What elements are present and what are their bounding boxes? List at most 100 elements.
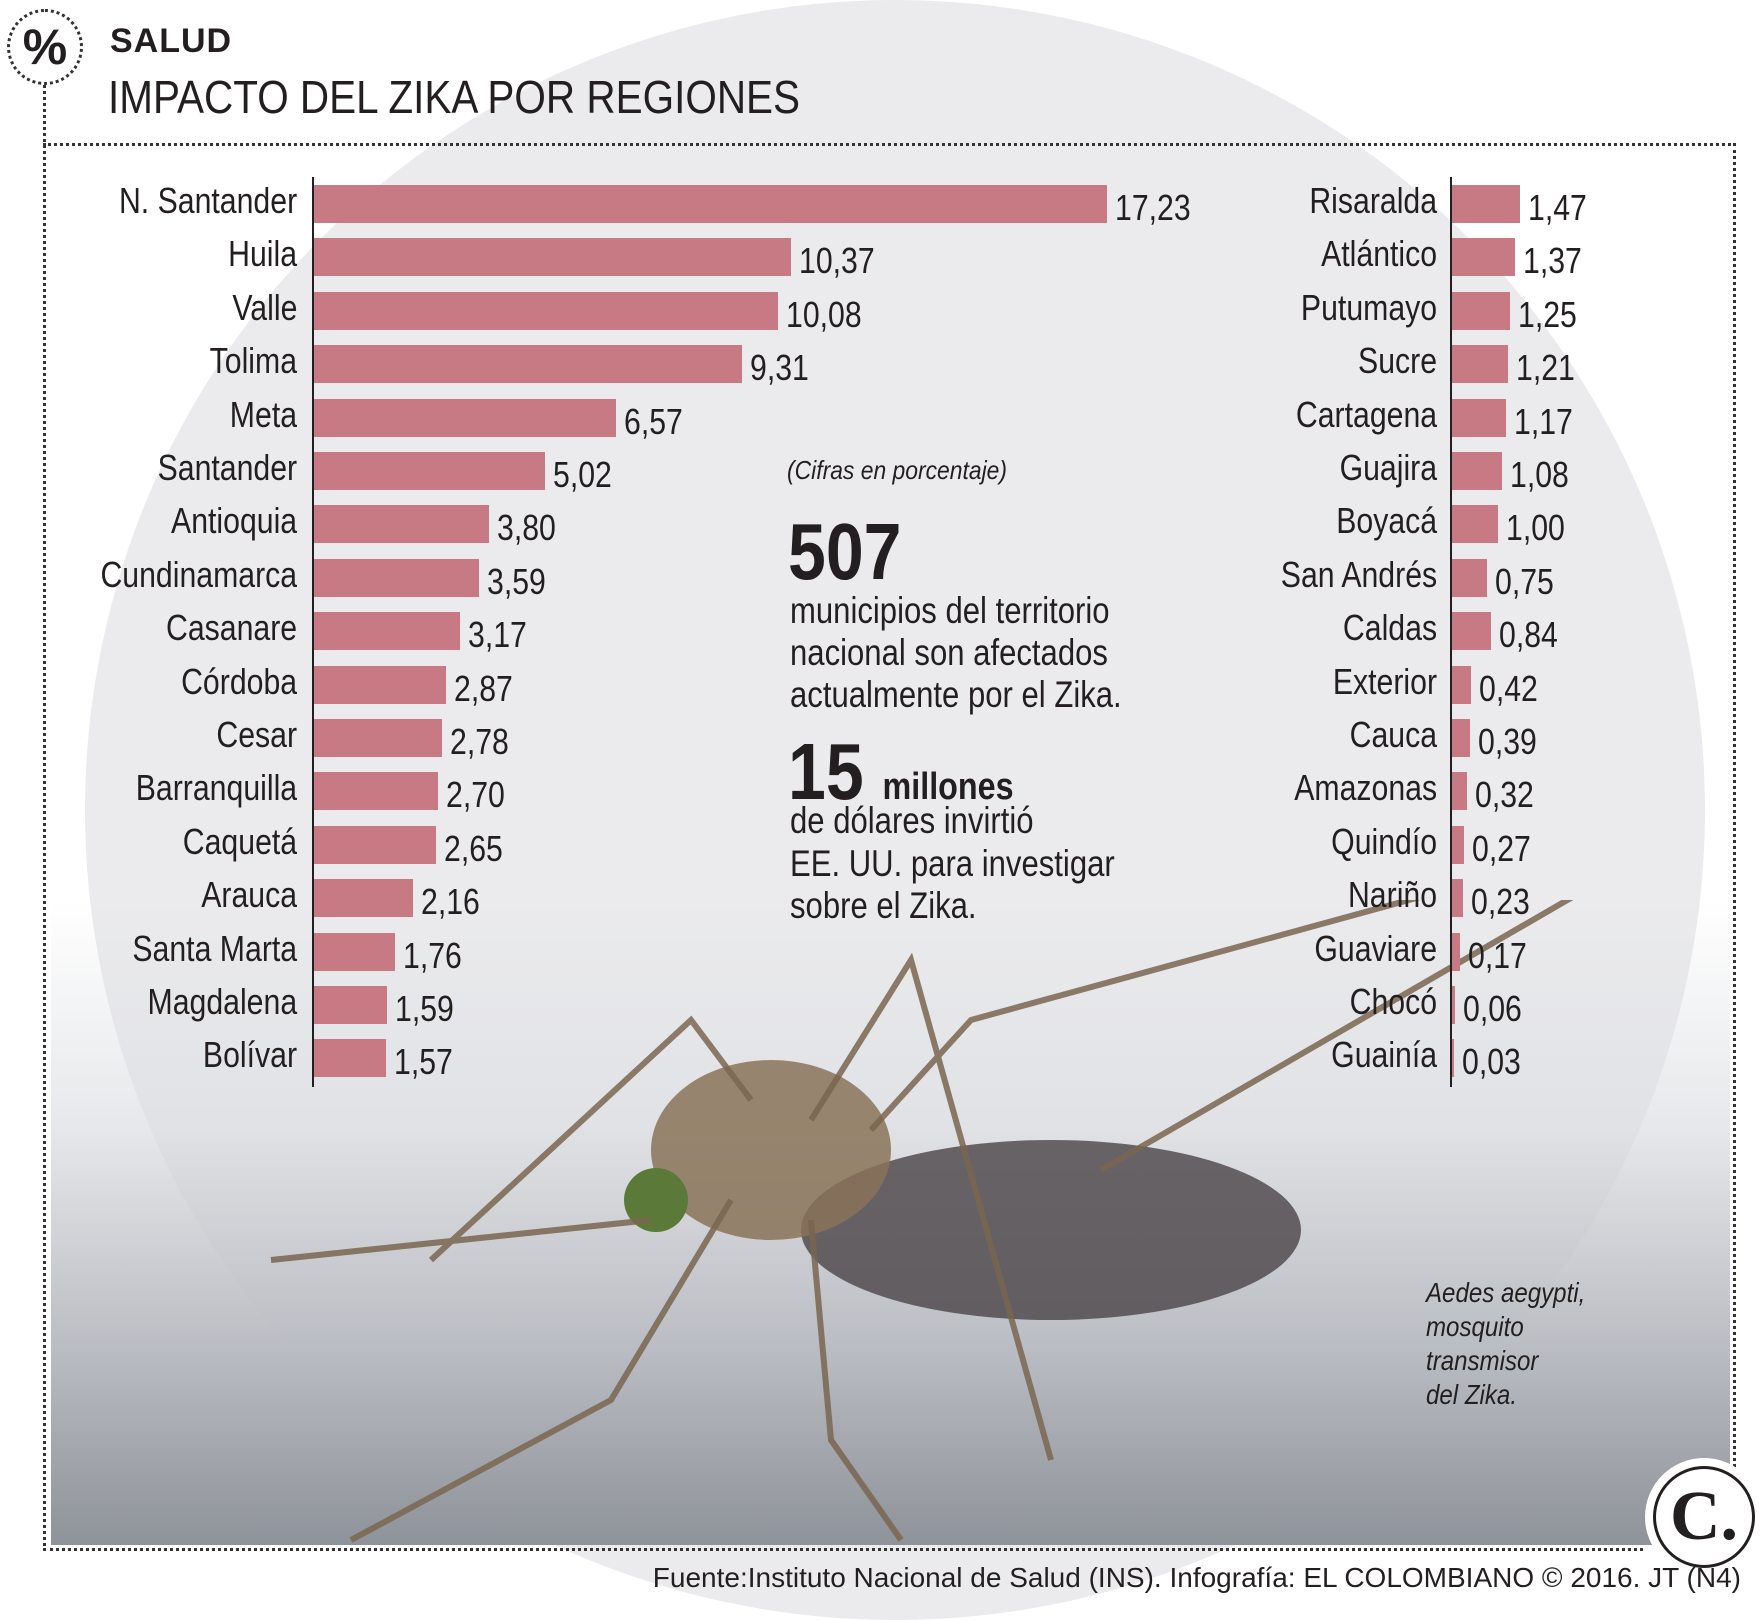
bar: [314, 825, 436, 864]
bar: [1452, 505, 1498, 544]
data-label: 0,03: [1462, 1041, 1521, 1083]
data-label: 1,57: [394, 1041, 454, 1083]
category-label: Nariño: [1347, 874, 1437, 916]
category-label: Cauca: [1349, 714, 1437, 755]
category-label: Amazonas: [1294, 767, 1437, 809]
data-label: 0,17: [1467, 934, 1527, 976]
category-label: Córdoba: [181, 660, 297, 702]
category-label: Guainía: [1331, 1034, 1437, 1076]
stat-investment-text: sobre el Zika.: [790, 885, 977, 926]
bar: [314, 1039, 387, 1078]
data-label: 2,78: [449, 721, 509, 762]
category-label: Huila: [228, 233, 297, 275]
bar: [314, 291, 778, 330]
category-label: Risaralda: [1309, 180, 1437, 221]
category-label: Caldas: [1342, 607, 1437, 649]
category-label: Santa Marta: [132, 927, 297, 969]
category-label: N. Santander: [118, 180, 297, 221]
category-label: Cesar: [216, 714, 297, 755]
bar: [1452, 291, 1510, 330]
data-label: 2,70: [446, 774, 506, 816]
bar: [314, 452, 545, 490]
data-label: 17,23: [1114, 187, 1191, 228]
data-label: 0,23: [1470, 881, 1530, 923]
bar: [314, 879, 414, 918]
bar: [314, 986, 388, 1024]
data-label: 9,31: [750, 347, 810, 389]
bar: [1452, 932, 1460, 971]
bar: [314, 772, 439, 811]
category-label: Valle: [231, 286, 297, 328]
page-title: IMPACTO DEL ZIKA POR REGIONES: [108, 71, 801, 123]
photo-caption: Aedes aegypti,: [1426, 1277, 1586, 1308]
bar: [314, 185, 1107, 223]
category-label: Caquetá: [182, 820, 297, 862]
bar: [314, 398, 617, 437]
frame-divider: [1733, 143, 1736, 1551]
data-label: 0,84: [1498, 614, 1558, 656]
data-label: 3,59: [487, 560, 546, 602]
category-label: Exterior: [1332, 660, 1437, 702]
category-label: Sucre: [1358, 340, 1437, 382]
category-label: Boyacá: [1336, 500, 1437, 542]
chart-axis: [312, 177, 314, 1087]
bar: [1452, 719, 1470, 757]
data-label: 6,57: [624, 400, 684, 442]
bar: [1452, 825, 1465, 864]
data-label: 3,17: [467, 614, 527, 656]
category-label: Santander: [157, 447, 297, 488]
photo-caption: del Zika.: [1426, 1379, 1518, 1410]
bar: [1452, 986, 1455, 1024]
category-label: Cartagena: [1295, 393, 1437, 435]
bar: [314, 932, 395, 971]
data-label: 1,76: [402, 934, 462, 976]
data-label: 10,08: [785, 293, 862, 335]
category-label: Magdalena: [147, 981, 297, 1022]
photo-caption: transmisor: [1426, 1345, 1539, 1376]
data-label: 1,59: [395, 988, 454, 1029]
category-label: Meta: [229, 393, 297, 435]
data-label: 0,39: [1477, 721, 1537, 762]
bar: [1452, 772, 1467, 811]
stat-investment-value: 15: [788, 727, 864, 816]
category-label: Bolívar: [202, 1034, 297, 1076]
chart-axis: [1450, 177, 1452, 1087]
category-label: Cundinamarca: [100, 553, 297, 595]
bar: [314, 238, 792, 277]
bar: [314, 505, 489, 544]
bar: [1452, 612, 1491, 651]
data-label: 10,37: [799, 240, 875, 282]
frame-divider: [43, 143, 1736, 146]
category-label: Atlántico: [1321, 233, 1437, 275]
bar: [1452, 345, 1508, 384]
stat-municipios-text: municipios del territorio: [790, 590, 1110, 631]
category-label: Chocó: [1349, 981, 1437, 1022]
category-label: Casanare: [165, 607, 297, 649]
el-colombiano-logo: C.: [1653, 1466, 1755, 1568]
stat-municipios-text: nacional son afectados: [790, 632, 1108, 673]
photo-caption: mosquito: [1426, 1311, 1524, 1342]
bar: [1452, 665, 1472, 704]
data-label: 1,21: [1515, 347, 1575, 389]
category-label: Guaviare: [1314, 927, 1437, 969]
data-label: 2,87: [454, 667, 513, 709]
bar: [314, 719, 442, 757]
stat-municipios-text: actualmente por el Zika.: [790, 674, 1122, 715]
stat-municipios-number: 507: [788, 507, 902, 596]
data-label: 1,00: [1506, 507, 1565, 549]
data-label: 1,17: [1513, 400, 1573, 442]
bar: [1452, 1039, 1454, 1078]
bar: [314, 665, 447, 704]
bar: [1452, 879, 1463, 918]
frame-divider: [43, 1548, 1643, 1551]
data-label: 0,06: [1462, 988, 1522, 1029]
bar: [1452, 558, 1487, 597]
data-label: 0,42: [1479, 667, 1539, 709]
bar: [314, 558, 480, 597]
data-label: 2,65: [443, 827, 503, 869]
data-label: 0,32: [1474, 774, 1534, 816]
bar: [314, 612, 460, 651]
percent-icon: %: [7, 9, 83, 85]
source-footer: Fuente:Instituto Nacional de Salud (INS)…: [652, 1562, 1741, 1593]
category-label: Tolima: [209, 340, 297, 382]
